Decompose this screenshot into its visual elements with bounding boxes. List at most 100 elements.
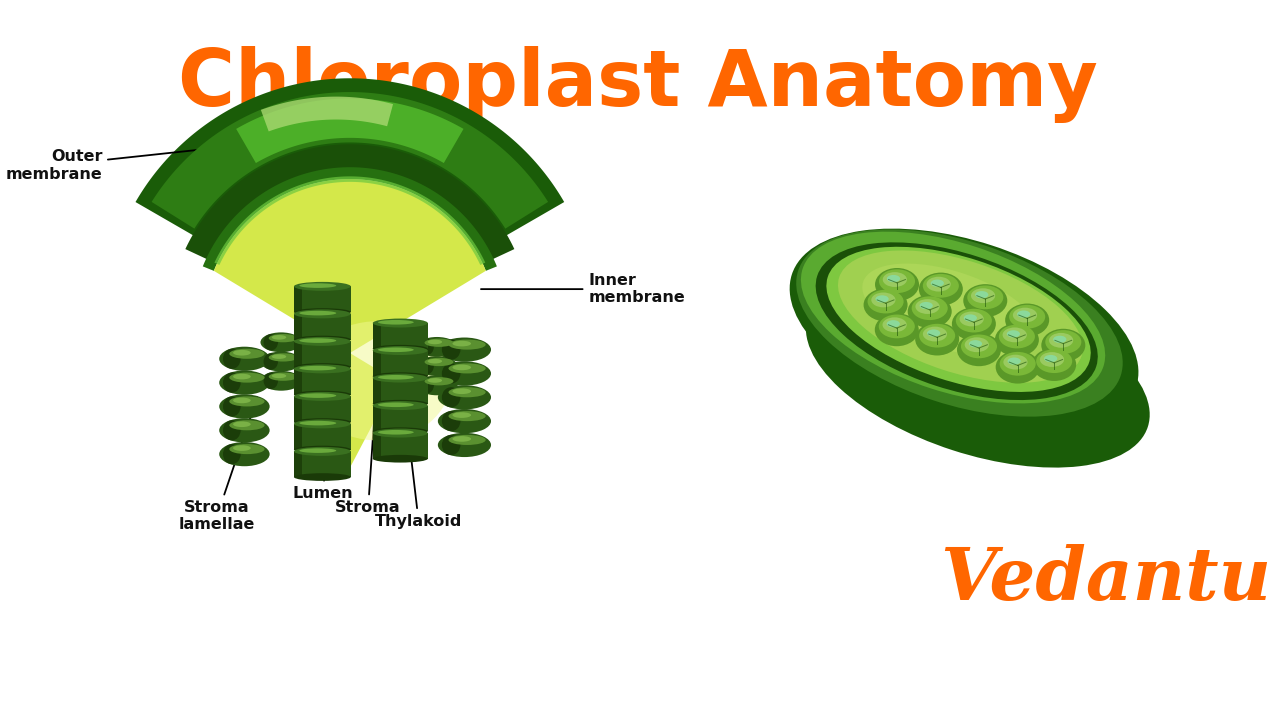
- Ellipse shape: [918, 272, 963, 306]
- Ellipse shape: [448, 435, 486, 445]
- Ellipse shape: [442, 364, 460, 384]
- Ellipse shape: [294, 364, 350, 374]
- Ellipse shape: [975, 291, 988, 298]
- Ellipse shape: [448, 364, 486, 374]
- Ellipse shape: [219, 419, 269, 442]
- Ellipse shape: [264, 373, 278, 389]
- Ellipse shape: [428, 378, 442, 383]
- Ellipse shape: [233, 374, 251, 379]
- Polygon shape: [294, 369, 303, 394]
- Polygon shape: [294, 369, 350, 394]
- Ellipse shape: [452, 389, 471, 394]
- Ellipse shape: [294, 337, 350, 346]
- Polygon shape: [294, 314, 350, 339]
- Ellipse shape: [372, 345, 428, 352]
- Text: Stroma: Stroma: [335, 374, 401, 515]
- Ellipse shape: [438, 385, 491, 409]
- Ellipse shape: [294, 309, 350, 319]
- Ellipse shape: [272, 335, 286, 339]
- Ellipse shape: [425, 358, 453, 366]
- Polygon shape: [202, 168, 497, 271]
- Ellipse shape: [862, 264, 1038, 356]
- Text: Lumen: Lumen: [292, 356, 353, 501]
- Ellipse shape: [420, 339, 434, 355]
- Ellipse shape: [294, 363, 350, 371]
- Ellipse shape: [272, 374, 286, 378]
- Ellipse shape: [233, 445, 251, 451]
- Ellipse shape: [796, 230, 1123, 416]
- Ellipse shape: [1046, 330, 1082, 354]
- Ellipse shape: [1007, 357, 1021, 365]
- Text: Inner
membrane: Inner membrane: [480, 273, 685, 305]
- Ellipse shape: [994, 323, 1039, 356]
- Ellipse shape: [960, 312, 984, 327]
- Ellipse shape: [233, 421, 251, 427]
- Ellipse shape: [299, 311, 336, 315]
- Ellipse shape: [1002, 327, 1027, 342]
- Ellipse shape: [372, 372, 428, 380]
- Ellipse shape: [863, 288, 908, 322]
- Ellipse shape: [229, 349, 264, 359]
- Ellipse shape: [377, 347, 413, 352]
- Ellipse shape: [219, 371, 269, 395]
- Polygon shape: [294, 396, 303, 422]
- Ellipse shape: [372, 427, 428, 435]
- Ellipse shape: [416, 376, 457, 395]
- Ellipse shape: [294, 392, 350, 401]
- Polygon shape: [214, 179, 486, 468]
- Ellipse shape: [219, 394, 269, 419]
- Ellipse shape: [416, 356, 457, 376]
- Polygon shape: [294, 451, 303, 477]
- Polygon shape: [372, 323, 381, 349]
- Polygon shape: [372, 378, 381, 404]
- Polygon shape: [372, 406, 381, 431]
- Polygon shape: [294, 451, 350, 477]
- Ellipse shape: [969, 340, 981, 347]
- Text: Outer
membrane: Outer membrane: [5, 143, 264, 182]
- Ellipse shape: [219, 442, 269, 466]
- Ellipse shape: [961, 334, 997, 358]
- Polygon shape: [214, 176, 486, 265]
- Ellipse shape: [886, 320, 900, 327]
- Ellipse shape: [372, 429, 428, 438]
- Ellipse shape: [377, 430, 413, 435]
- Polygon shape: [261, 96, 393, 131]
- Ellipse shape: [294, 336, 350, 344]
- Ellipse shape: [420, 358, 434, 374]
- Ellipse shape: [294, 282, 350, 291]
- Ellipse shape: [876, 295, 889, 302]
- Ellipse shape: [878, 270, 914, 293]
- Ellipse shape: [967, 285, 1003, 309]
- Ellipse shape: [931, 279, 944, 287]
- Polygon shape: [372, 323, 428, 349]
- Ellipse shape: [438, 337, 491, 361]
- Ellipse shape: [223, 396, 241, 416]
- Ellipse shape: [299, 338, 336, 343]
- Ellipse shape: [269, 373, 298, 381]
- Ellipse shape: [377, 375, 413, 379]
- Ellipse shape: [372, 346, 428, 355]
- Ellipse shape: [1005, 304, 1050, 337]
- Ellipse shape: [299, 366, 336, 371]
- Ellipse shape: [223, 349, 241, 369]
- Ellipse shape: [233, 350, 251, 356]
- Ellipse shape: [916, 322, 960, 356]
- Ellipse shape: [912, 297, 948, 320]
- Polygon shape: [294, 287, 350, 312]
- Ellipse shape: [233, 398, 251, 404]
- Ellipse shape: [790, 229, 1139, 432]
- Ellipse shape: [956, 309, 992, 332]
- Ellipse shape: [927, 329, 940, 337]
- Ellipse shape: [260, 371, 301, 391]
- Ellipse shape: [229, 444, 264, 454]
- Ellipse shape: [438, 433, 491, 457]
- Polygon shape: [135, 78, 564, 237]
- Ellipse shape: [377, 320, 413, 324]
- Ellipse shape: [420, 377, 434, 394]
- Ellipse shape: [372, 401, 428, 410]
- Ellipse shape: [223, 420, 241, 441]
- Ellipse shape: [260, 332, 301, 352]
- Ellipse shape: [926, 277, 951, 292]
- Ellipse shape: [442, 435, 460, 455]
- Ellipse shape: [425, 377, 453, 386]
